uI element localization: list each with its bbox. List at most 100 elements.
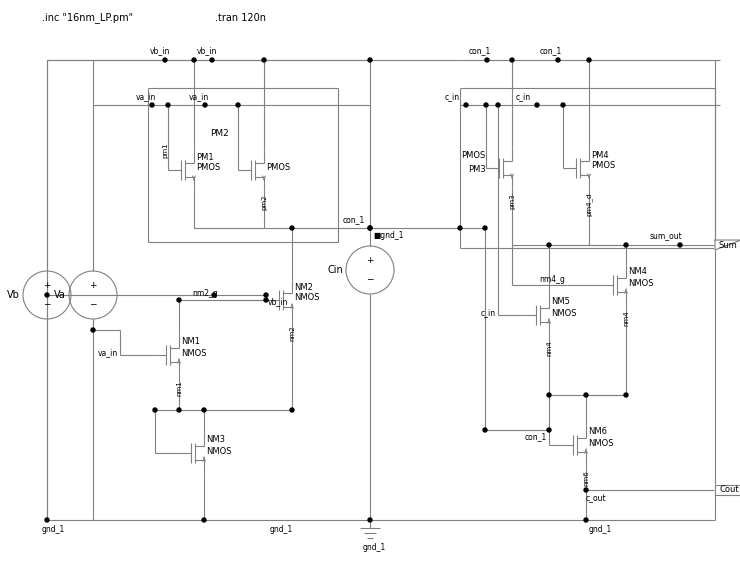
Circle shape: [202, 408, 206, 412]
Text: sum_out: sum_out: [650, 232, 683, 242]
Text: PM3: PM3: [468, 165, 485, 175]
Text: NM6: NM6: [588, 428, 607, 436]
Polygon shape: [715, 485, 740, 495]
Circle shape: [192, 58, 196, 62]
Text: +: +: [43, 281, 51, 290]
Text: .tran 120n: .tran 120n: [215, 13, 266, 23]
Text: pm2: pm2: [261, 194, 267, 210]
Circle shape: [368, 226, 372, 230]
Circle shape: [368, 226, 372, 230]
Circle shape: [163, 58, 167, 62]
Circle shape: [678, 243, 682, 247]
Circle shape: [262, 58, 266, 62]
Text: con_1: con_1: [525, 432, 547, 442]
Text: Sum: Sum: [719, 240, 737, 250]
Circle shape: [483, 428, 487, 432]
Circle shape: [624, 243, 628, 247]
Text: c_in: c_in: [481, 308, 496, 318]
Text: vb_in: vb_in: [197, 47, 217, 55]
Circle shape: [547, 393, 551, 397]
Text: NM5: NM5: [551, 297, 570, 307]
Circle shape: [584, 393, 588, 397]
Text: −: −: [90, 300, 97, 308]
Circle shape: [177, 298, 181, 302]
Text: PMOS: PMOS: [266, 164, 290, 172]
Circle shape: [535, 103, 539, 107]
Text: +: +: [366, 257, 374, 265]
Text: gnd_1: gnd_1: [270, 526, 293, 534]
Circle shape: [290, 226, 294, 230]
Text: pm1: pm1: [162, 143, 168, 158]
Text: PM4: PM4: [591, 151, 608, 159]
Circle shape: [496, 103, 500, 107]
Circle shape: [203, 103, 207, 107]
Text: Cin: Cin: [327, 265, 343, 275]
Text: va_in: va_in: [98, 349, 118, 357]
Text: Va: Va: [54, 290, 66, 300]
Text: gnd_1: gnd_1: [589, 526, 612, 534]
Circle shape: [547, 428, 551, 432]
Text: pm3: pm3: [509, 193, 515, 208]
Text: ■gnd_1: ■gnd_1: [373, 230, 403, 240]
Circle shape: [624, 393, 628, 397]
Circle shape: [264, 298, 268, 302]
Circle shape: [485, 58, 489, 62]
Text: +: +: [90, 281, 97, 290]
Text: NMOS: NMOS: [588, 438, 613, 448]
Text: PMOS: PMOS: [591, 161, 615, 171]
Circle shape: [458, 226, 462, 230]
Text: nm4_g: nm4_g: [539, 275, 565, 283]
Text: con_1: con_1: [540, 47, 562, 55]
Text: va_in: va_in: [136, 93, 156, 101]
Text: c_out: c_out: [586, 495, 607, 503]
Circle shape: [584, 518, 588, 522]
Circle shape: [236, 103, 240, 107]
Circle shape: [202, 518, 206, 522]
Text: .inc "16nm_LP.pm": .inc "16nm_LP.pm": [42, 13, 133, 23]
Circle shape: [150, 103, 154, 107]
Circle shape: [210, 58, 214, 62]
Text: pm4_d: pm4_d: [585, 193, 593, 217]
Text: c_in: c_in: [445, 93, 460, 101]
Circle shape: [464, 103, 468, 107]
Circle shape: [561, 103, 565, 107]
Circle shape: [91, 328, 95, 332]
Text: NMOS: NMOS: [628, 279, 653, 288]
Text: gnd_1: gnd_1: [363, 544, 386, 552]
Circle shape: [484, 103, 488, 107]
Circle shape: [483, 226, 487, 230]
Circle shape: [584, 488, 588, 492]
Text: gnd_1: gnd_1: [42, 526, 65, 534]
Circle shape: [368, 58, 372, 62]
Text: −: −: [366, 275, 374, 283]
Circle shape: [547, 243, 551, 247]
Circle shape: [510, 58, 514, 62]
Text: NMOS: NMOS: [181, 349, 206, 357]
Text: con_1: con_1: [469, 47, 491, 55]
Text: va_in: va_in: [189, 93, 209, 101]
Circle shape: [368, 518, 372, 522]
Text: con_1: con_1: [343, 215, 365, 225]
Polygon shape: [715, 240, 740, 250]
Text: Vb: Vb: [7, 290, 20, 300]
Circle shape: [587, 58, 591, 62]
Text: PM2: PM2: [210, 129, 229, 137]
Text: nm2_g: nm2_g: [192, 289, 218, 297]
Text: −: −: [43, 300, 51, 308]
Text: nm2: nm2: [289, 325, 295, 340]
Text: NM4: NM4: [628, 268, 647, 276]
Text: nm1: nm1: [176, 380, 182, 396]
Text: nm4: nm4: [546, 340, 552, 356]
Text: Cout: Cout: [719, 485, 739, 495]
Circle shape: [212, 293, 216, 297]
Circle shape: [556, 58, 560, 62]
Text: NM2: NM2: [294, 282, 313, 292]
Text: nm6: nm6: [583, 470, 589, 486]
Text: PM1: PM1: [196, 152, 214, 161]
Circle shape: [153, 408, 157, 412]
Circle shape: [264, 293, 268, 297]
Circle shape: [166, 103, 170, 107]
Text: NM3: NM3: [206, 435, 225, 445]
Circle shape: [45, 518, 49, 522]
Text: vb_in: vb_in: [149, 47, 170, 55]
